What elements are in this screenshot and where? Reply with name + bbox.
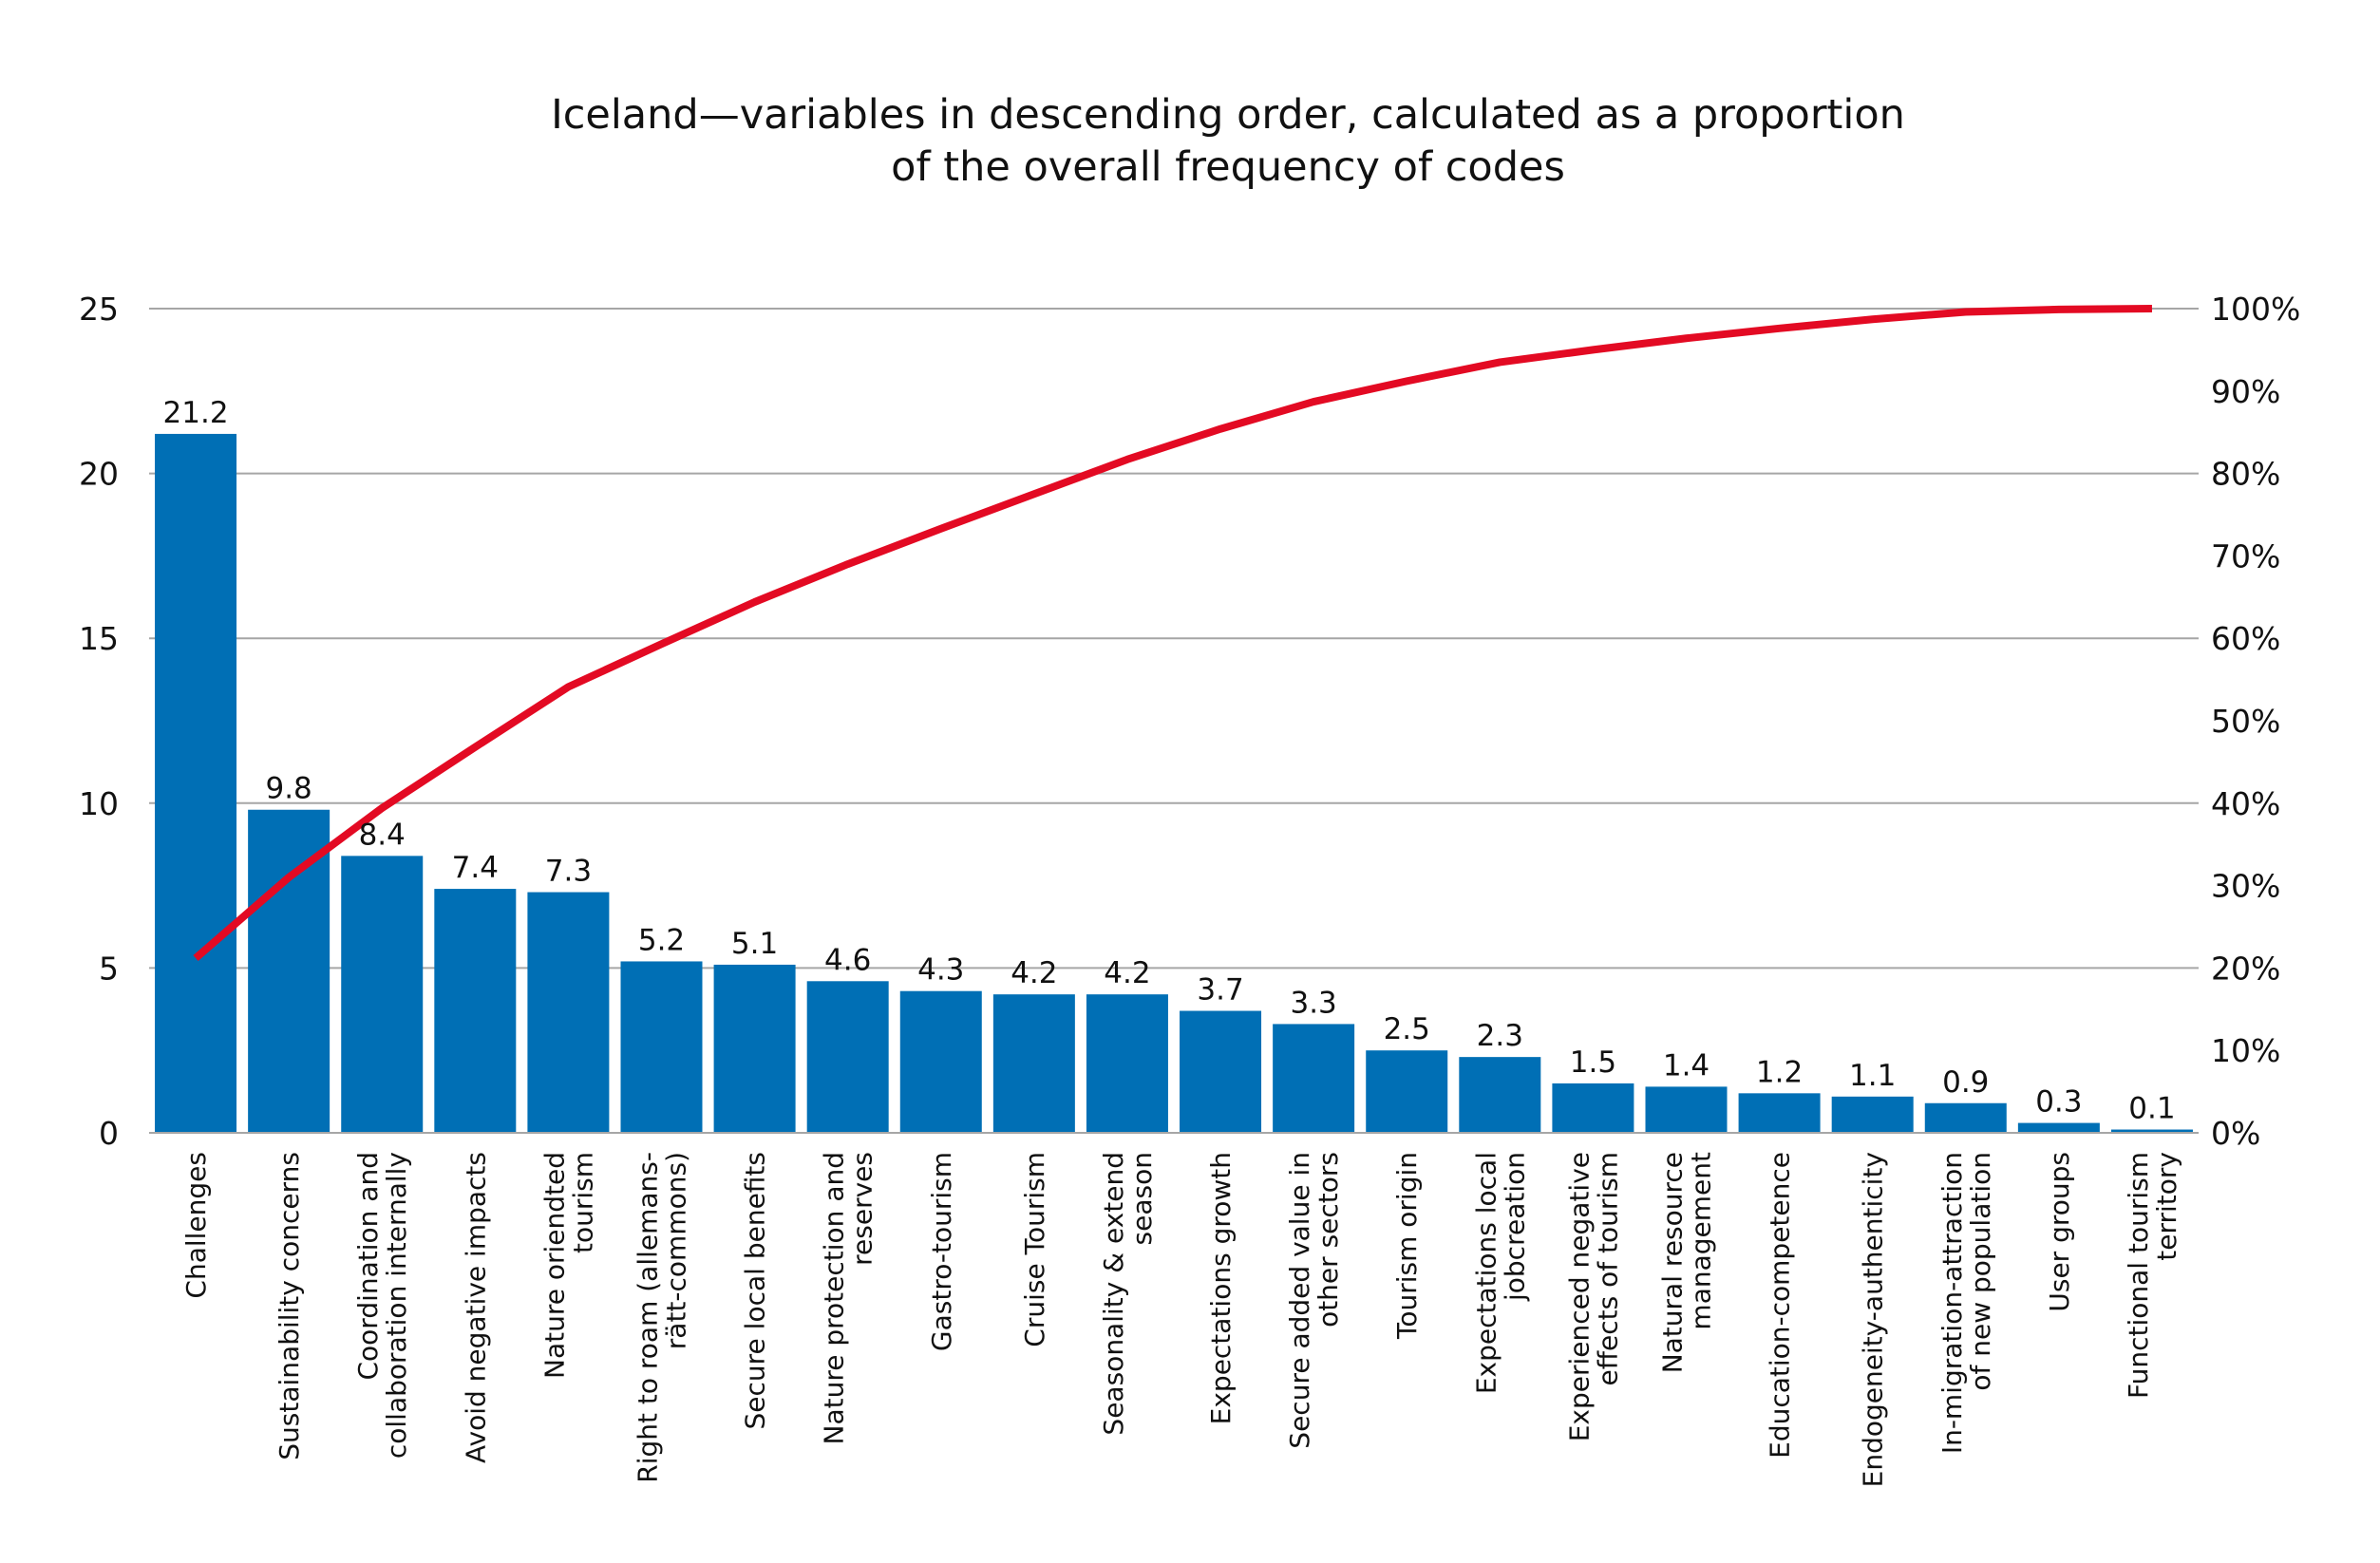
- right-axis-tick-label: 80%: [2211, 456, 2280, 493]
- right-axis-tick-label: 60%: [2211, 620, 2280, 657]
- bar-data-label: 5.1: [731, 927, 778, 961]
- category-label: territory: [2151, 1152, 2182, 1261]
- right-axis-tick-label: 40%: [2211, 785, 2280, 822]
- bar: [713, 964, 796, 1133]
- right-axis-tick-label: 50%: [2211, 703, 2280, 740]
- bar-data-label: 7.3: [545, 855, 592, 889]
- bar-data-label: 1.4: [1663, 1048, 1709, 1083]
- bar: [620, 961, 703, 1133]
- cumulative-percentage-line: [193, 305, 2152, 962]
- bar: [1738, 1093, 1821, 1133]
- bar-data-label: 4.2: [1104, 956, 1150, 990]
- bar: [1831, 1096, 1914, 1133]
- bar: [248, 809, 331, 1133]
- category-label: User groups: [2044, 1152, 2075, 1312]
- chart-title-line-1: Iceland—variables in descending order, c…: [551, 91, 1905, 139]
- category-label: Education-competence: [1765, 1152, 1796, 1459]
- bar: [527, 892, 610, 1133]
- bar-data-label: 1.1: [1849, 1059, 1896, 1093]
- category-label: Coordination and: [352, 1152, 384, 1381]
- right-axis-tick-label: 20%: [2211, 950, 2280, 987]
- category-label: Seasonality & extend: [1098, 1152, 1129, 1436]
- bar: [1180, 1010, 1262, 1133]
- bar: [1086, 994, 1168, 1133]
- category-label: management: [1686, 1152, 1717, 1330]
- chart-title-line-2: of the overall frequency of codes: [891, 143, 1565, 191]
- bar-data-label: 4.3: [917, 953, 964, 988]
- category-label: In-migration-attraction: [1936, 1152, 1968, 1454]
- right-axis-tick-label: 30%: [2211, 868, 2280, 905]
- category-label: of new population: [1965, 1152, 1996, 1391]
- bar: [341, 856, 424, 1133]
- left-axis-tick-label: 5: [99, 950, 119, 987]
- bar: [2017, 1122, 2100, 1133]
- category-label: other sectors: [1313, 1152, 1344, 1328]
- category-label: Endogeneity-authenticity: [1858, 1152, 1889, 1487]
- category-label: Nature oriendted: [538, 1152, 570, 1379]
- bar: [1273, 1024, 1355, 1133]
- bar-data-label: 3.3: [1290, 986, 1336, 1020]
- bar-data-label: 2.5: [1384, 1012, 1430, 1046]
- bar-data-label: 21.2: [163, 396, 229, 430]
- left-axis-tick-label: 10: [79, 785, 119, 822]
- category-label: reserves: [847, 1152, 878, 1266]
- bar: [899, 990, 982, 1133]
- category-label: Experienced negative: [1563, 1152, 1595, 1441]
- right-axis-tick-label: 70%: [2211, 537, 2280, 574]
- right-axis-tick-label: 100%: [2211, 291, 2300, 328]
- category-label: Gastro-tourism: [926, 1152, 957, 1351]
- bar: [155, 433, 237, 1133]
- category-label: effects of tourism: [1592, 1152, 1623, 1386]
- bar: [992, 994, 1075, 1133]
- bar: [806, 981, 889, 1133]
- category-label: Sustainability concerns: [274, 1152, 305, 1460]
- bar: [1924, 1102, 2007, 1133]
- bar: [2110, 1129, 2193, 1133]
- bar: [1552, 1083, 1634, 1133]
- bar: [1645, 1086, 1728, 1133]
- bar-data-label: 3.7: [1197, 973, 1243, 1007]
- bar: [1366, 1050, 1448, 1133]
- category-label: Expectations local: [1470, 1152, 1502, 1394]
- left-axis-tick-label: 20: [79, 456, 119, 493]
- category-label: rätt-commons): [661, 1152, 692, 1349]
- category-label: Secure added value in: [1284, 1152, 1315, 1449]
- bar-data-label: 5.2: [638, 923, 685, 957]
- right-axis-tick-label: 90%: [2211, 373, 2280, 410]
- bar-data-label: 2.3: [1477, 1019, 1523, 1053]
- left-axis-tick-label: 15: [79, 620, 119, 657]
- bar-data-label: 4.2: [1011, 956, 1057, 990]
- bar-data-label: 1.5: [1570, 1045, 1616, 1080]
- bar-data-label: 1.2: [1756, 1055, 1803, 1089]
- category-label: Challenges: [180, 1152, 212, 1299]
- category-label: Avoid negative impacts: [460, 1152, 491, 1463]
- bar-data-label: 0.3: [2035, 1085, 2082, 1120]
- category-label: collaboration internally: [381, 1152, 412, 1459]
- bar-data-label: 0.9: [1942, 1065, 1989, 1100]
- category-label: Natural resource: [1657, 1152, 1689, 1373]
- bar-data-label: 9.8: [265, 772, 312, 806]
- bar-data-label: 7.4: [452, 851, 499, 885]
- category-label: Tourism origin: [1391, 1152, 1423, 1340]
- category-label: Nature protection and: [819, 1152, 850, 1444]
- category-label: season: [1126, 1152, 1158, 1245]
- bar: [434, 889, 517, 1133]
- left-axis-tick-label: 25: [79, 291, 119, 328]
- left-axis-tick-label: 0: [99, 1115, 119, 1152]
- category-label: tourism: [567, 1152, 598, 1253]
- category-label: Expectations growth: [1205, 1152, 1237, 1424]
- right-axis-tick-label: 0%: [2211, 1115, 2260, 1152]
- bar: [1459, 1057, 1541, 1133]
- bar-data-label: 8.4: [359, 818, 406, 852]
- category-label: Cruise Tourism: [1019, 1152, 1050, 1347]
- category-label: Secure local benefits: [740, 1152, 771, 1429]
- bar-data-label: 0.1: [2128, 1092, 2175, 1126]
- category-label: jobcreation: [1499, 1152, 1530, 1302]
- right-axis-tick-label: 10%: [2211, 1032, 2280, 1069]
- category-label: Right to roam (allemans-: [633, 1152, 664, 1483]
- bar-data-label: 4.6: [824, 943, 871, 977]
- category-label: Functional tourism: [2123, 1152, 2154, 1399]
